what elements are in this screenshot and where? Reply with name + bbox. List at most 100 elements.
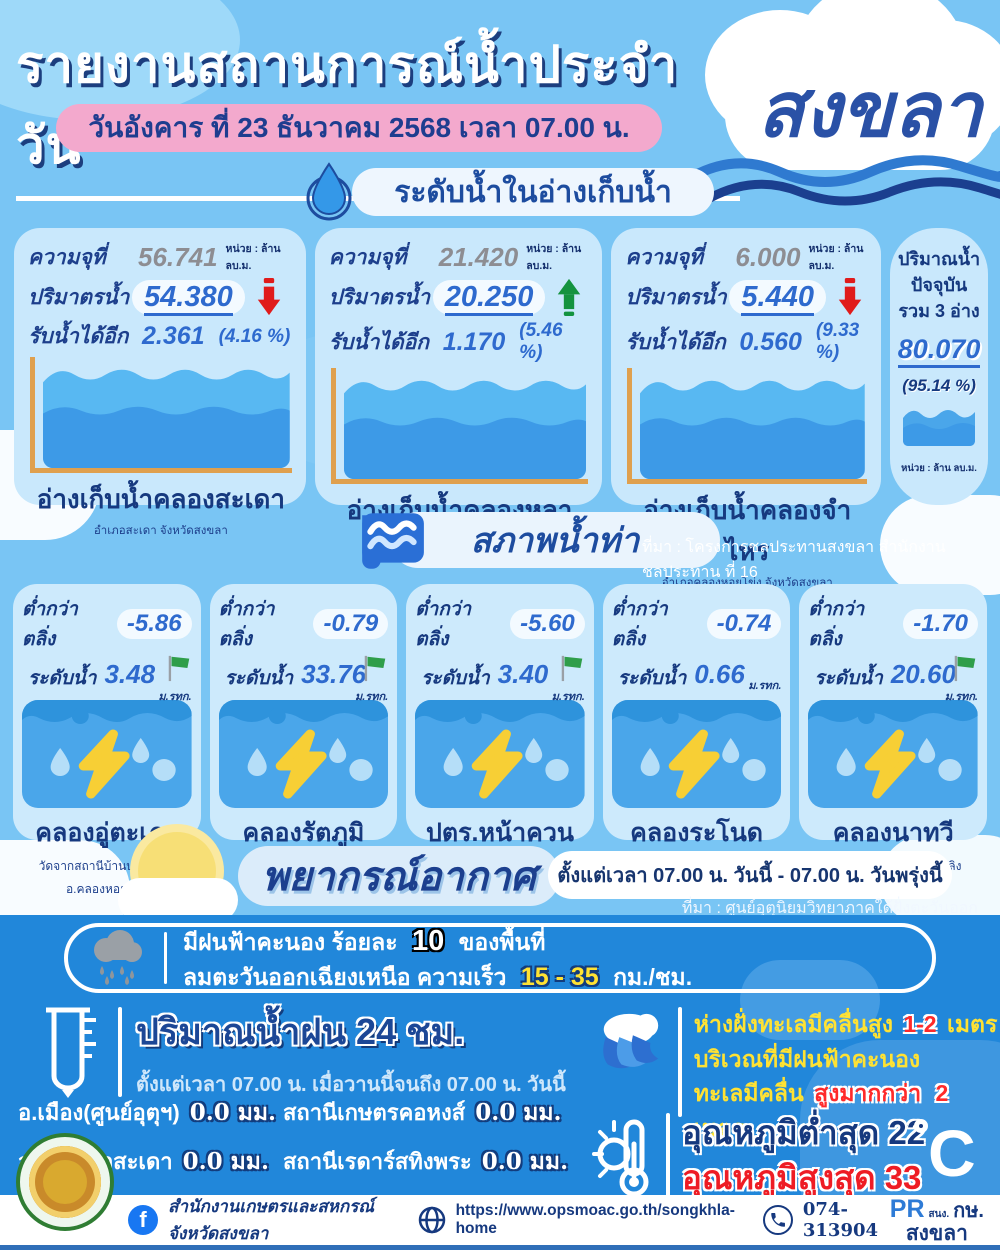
cloud-shape: [725, 60, 995, 170]
remaining-value: 2.361: [142, 322, 205, 350]
level-value: 20.60: [890, 659, 956, 689]
river-section-title: สภาพน้ำท่า: [390, 512, 720, 568]
rainfall-value: 0.0 มม.: [475, 1099, 562, 1126]
canal-water-graphic: [218, 700, 389, 808]
cloud-shape: [118, 878, 238, 922]
sea-wave-height: 1-2: [903, 1011, 937, 1037]
pr-logo-pr: PR: [889, 1194, 925, 1223]
sea-line2: บริเวณที่มีฝนฟ้าคะนอง: [693, 1045, 921, 1072]
remaining-label: รับน้ำได้อีก: [28, 325, 129, 348]
pr-logo-songkhla: สงขลา: [905, 1221, 968, 1245]
station-card: ต่ำกว่าตลิ่ง -1.70 ระดับน้ำ 20.60 ม.รทก.: [799, 584, 987, 896]
rain-text-a: มีฝนฟ้าคะนอง ร้อยละ: [183, 928, 398, 955]
reservoir-cards: ความจุที่ 56.741 หน่วย : ล้าน ลบ.ม. ปริม…: [14, 228, 988, 589]
pr-logo-sng: สนง.: [928, 1208, 950, 1220]
globe-icon: [418, 1206, 445, 1234]
trend-down-icon: [257, 278, 280, 316]
canal-water-graphic: [808, 700, 978, 808]
sea-line3-a: ทะเลมีคลื่น: [693, 1080, 804, 1106]
level-label: ระดับน้ำ: [224, 668, 294, 689]
level-value: 3.48: [104, 659, 156, 689]
divider: [677, 1007, 682, 1117]
total-percent: (95.14 %): [902, 376, 976, 396]
station-card: ต่ำกว่าตลิ่ง -0.74 ระดับน้ำ 0.66 ม.รทก.: [602, 584, 791, 896]
river-icon: [362, 513, 424, 569]
trend-down-icon: [838, 278, 862, 316]
wind-text-a: ลมตะวันออกเฉียงเหนือ ความเร็ว: [183, 963, 507, 990]
rainfall-station: สถานีเกษตรคอหงส์ 0.0 มม.: [283, 1095, 573, 1131]
level-label: ระดับน้ำ: [617, 668, 687, 689]
unit-label: หน่วย : ล้าน ลบ.ม.: [526, 243, 582, 272]
facebook-page-name[interactable]: สำนักงานเกษตรและสหกรณ์จังหวัดสงขลา: [168, 1197, 375, 1243]
sea-wave-text: ห่างฝั่งทะเลมีคลื่นสูง 1-2 เมตร บริเวณที…: [694, 1007, 1000, 1145]
water-tank-graphic: [330, 368, 589, 484]
station-cards: ต่ำกว่าตลิ่ง -5.86 ระดับน้ำ 3.48 ม.รทก.: [13, 584, 987, 896]
temp-max-label: อุณหภูมิสูงสุด: [682, 1158, 876, 1196]
rainfall-header: ปริมาณน้ำฝน 24 ชม. ตั้งแต่เวลา 07.00 น. …: [40, 1003, 566, 1100]
forecast-section-title: พยากรณ์อากาศ: [238, 846, 560, 906]
remaining-label: รับน้ำได้อีก: [625, 330, 726, 354]
level-unit: ม.รทก.: [158, 691, 192, 703]
green-flag-icon: [561, 655, 583, 682]
pr-logo: PR สนง. กษ. สงขลา: [889, 1194, 984, 1245]
sea-line3-b: เมตร: [693, 1114, 745, 1141]
rain-forecast-box: มีฝนฟ้าคะนอง ร้อยละ 10 ของพื้นที่ ลมตะวั…: [64, 923, 936, 993]
station-card: ต่ำกว่าตลิ่ง -5.60 ระดับน้ำ 3.40 ม.รทก.: [406, 584, 594, 896]
level-unit: ม.รทก.: [944, 691, 978, 703]
capacity-label: ความจุที่: [328, 245, 407, 269]
below-bank-label: ต่ำกว่าตลิ่ง: [218, 599, 275, 650]
unit-label: หน่วย : ล้าน ลบ.ม.: [901, 463, 977, 475]
water-drop-icon: [306, 162, 352, 221]
province-cloud: สงขลา: [685, 0, 1000, 190]
rainfall-station: อ.เมือง(ศูนย์อุตุฯ) 0.0 มม.: [18, 1095, 283, 1131]
temp-max-value: 33: [884, 1158, 922, 1196]
thermometer-icon: [592, 1119, 649, 1197]
rainfall-value: 0.0 มม.: [189, 1099, 277, 1126]
remaining-value: 0.560: [739, 327, 802, 356]
rainfall-station-name: อ.เมือง(ศูนย์อุตุฯ): [18, 1100, 180, 1125]
reservoir-section-title: ระดับน้ำในอ่างเก็บน้ำ: [352, 168, 714, 216]
remaining-percent: (9.33 %): [815, 320, 860, 363]
temp-min-label: อุณหภูมิต่ำสุด: [682, 1114, 880, 1151]
rainfall-station-name: สถานีเกษตรคอหงส์: [283, 1100, 466, 1125]
report-date: วันอังคาร ที่ 23 ธันวาคม 2568 เวลา 07.00…: [56, 104, 662, 152]
river-source: ที่มา : โครงการชลประทานสงขลา สำนักงานชลป…: [642, 539, 946, 581]
sea-line1-b: เมตร: [947, 1011, 998, 1037]
level-label: ระดับน้ำ: [28, 668, 97, 689]
divider: [164, 932, 167, 984]
rainfall-station: สถานีเรดาร์สทิงพระ 0.0 มม.: [283, 1144, 573, 1180]
wind-text-b: กม./ชม.: [613, 963, 693, 990]
phone-number[interactable]: 074-313904: [802, 1199, 879, 1241]
green-flag-icon: [168, 655, 189, 682]
website-url[interactable]: https://www.opsmoac.go.th/songkhla-home: [455, 1202, 735, 1237]
below-bank-label: ต่ำกว่าตลิ่ง: [415, 599, 472, 650]
reservoir-name: อ่างเก็บน้ำคลองสะเดา: [36, 484, 285, 514]
remaining-value: 1.170: [442, 327, 506, 356]
ministry-seal-logo: [16, 1133, 114, 1231]
below-bank-value: -0.79: [313, 609, 389, 639]
canal-water-graphic: [22, 700, 192, 808]
divider: [118, 1006, 122, 1097]
divider: [666, 1112, 670, 1199]
wave-decoration: [690, 155, 1000, 206]
level-value: 3.40: [497, 659, 549, 689]
facebook-icon[interactable]: f: [128, 1205, 158, 1235]
temperature-block: อุณหภูมิต่ำสุด 22 อุณหภูมิสูงสุด 33: [590, 1111, 925, 1200]
station-name: ปตร.หน้าควน: [426, 819, 574, 847]
volume-value: 20.250: [444, 280, 534, 316]
level-label: ระดับน้ำ: [421, 668, 490, 689]
level-unit: ม.รทก.: [551, 691, 585, 703]
station-name: คลองระโนด: [630, 819, 764, 847]
capacity-label: ความจุที่: [28, 245, 106, 269]
below-bank-value: -5.60: [510, 609, 585, 639]
reservoir-name: อ่างเก็บน้ำคลองจำไหร: [643, 495, 852, 566]
station-name: คลองรัตภูมิ: [242, 819, 365, 847]
rain-gauge-icon: [46, 1007, 96, 1098]
sea-wave-icon: [603, 1013, 659, 1069]
rainfall-value: 0.0 มม.: [481, 1148, 569, 1175]
footer-bar: f สำนักงานเกษตรและสหกรณ์จังหวัดสงขลา htt…: [0, 1195, 1000, 1245]
celsius-symbol: C: [914, 1115, 976, 1191]
level-unit: ม.รทก.: [748, 680, 782, 692]
remaining-percent: (5.46 %): [519, 320, 563, 363]
